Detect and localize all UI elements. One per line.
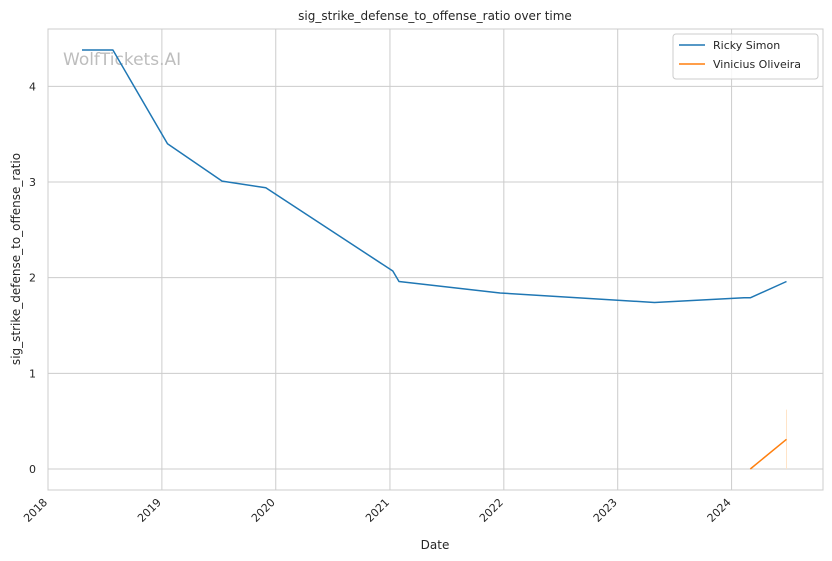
y-tick-labels: 0 1 2 3 4 <box>29 80 36 476</box>
series-line-ricky-simon <box>82 49 787 304</box>
y-tick-label-4: 4 <box>29 80 36 93</box>
legend-label-vinicius-oliveira: Vinicius Oliveira <box>713 58 801 71</box>
series-layer <box>82 49 787 470</box>
watermark-text: WolfTickets.AI <box>63 50 181 70</box>
plot-area-frame <box>47 28 824 491</box>
legend-label-ricky-simon: Ricky Simon <box>713 39 780 52</box>
x-axis-label: Date <box>421 538 450 552</box>
chart-title: sig_strike_defense_to_offense_ratio over… <box>298 9 572 23</box>
legend-box <box>672 33 819 80</box>
legend: Ricky Simon Vinicius Oliveira <box>672 33 819 80</box>
y-tick-label-1: 1 <box>29 367 36 380</box>
y-axis-label: sig_strike_defense_to_offense_ratio <box>9 153 23 365</box>
y-tick-label-2: 2 <box>29 272 36 285</box>
series-line-vinicius-oliveira <box>749 438 787 470</box>
y-tick-label-3: 3 <box>29 176 36 189</box>
grid-lines <box>47 29 823 490</box>
y-tick-label-0: 0 <box>29 463 36 476</box>
